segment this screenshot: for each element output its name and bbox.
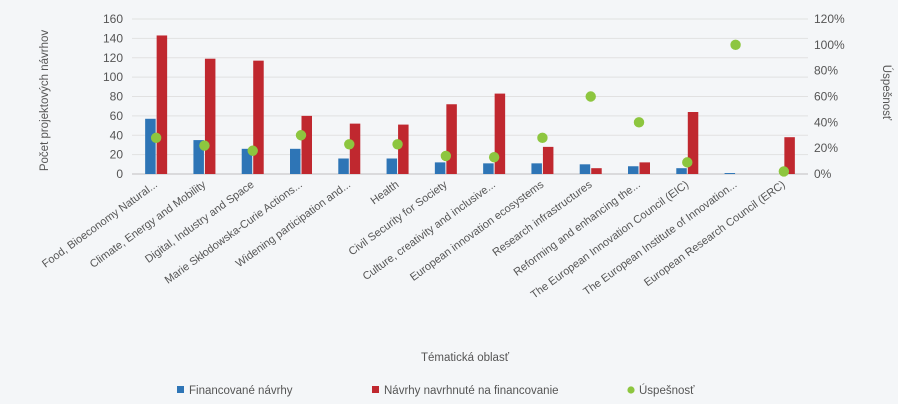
- point-uspesnost: [585, 91, 596, 102]
- bar-financovane: [434, 162, 446, 174]
- bar-navrhnute: [784, 137, 795, 174]
- y-tick-label: 40: [110, 128, 124, 142]
- point-uspesnost: [488, 152, 500, 163]
- bar-navrhnute: [446, 104, 457, 174]
- bar-financovane: [676, 168, 687, 174]
- point-uspesnost: [150, 132, 162, 144]
- bar-navrhnute: [253, 60, 264, 174]
- bar-navrhnute: [542, 146, 554, 174]
- y-tick-label: 60: [110, 109, 124, 123]
- y-tick-label: 100: [103, 70, 123, 84]
- bar-navrhnute: [687, 112, 699, 174]
- y2-tick-label: 60%: [814, 90, 838, 104]
- bar-navrhnute: [204, 58, 216, 174]
- legend-marker-financovane: [177, 386, 184, 393]
- y-tick-label: 140: [103, 31, 123, 45]
- point-uspesnost: [392, 139, 403, 150]
- bar-financovane: [579, 164, 591, 174]
- bar-navrhnute: [591, 168, 602, 174]
- point-uspesnost: [247, 145, 258, 156]
- y-tick-label: 120: [103, 51, 123, 65]
- point-uspesnost: [199, 140, 210, 151]
- legend-label: Úspešnosť: [639, 384, 695, 397]
- bar-financovane: [290, 148, 301, 174]
- bar-financovane: [386, 158, 398, 174]
- bar-navrhnute: [398, 124, 409, 174]
- y-axis-title: Počet projektových návrhov: [39, 30, 51, 172]
- y-tick-label: 80: [110, 90, 124, 104]
- bar-financovane: [145, 118, 156, 174]
- point-uspesnost: [730, 39, 741, 51]
- y2-tick-label: 40%: [814, 115, 838, 129]
- y2-tick-label: 0%: [814, 167, 832, 181]
- bar-financovane: [193, 140, 204, 174]
- x-axis-title: Tématická oblasť: [421, 352, 510, 364]
- bar-financovane: [241, 148, 253, 174]
- y2-tick-label: 100%: [814, 38, 845, 52]
- bar-financovane: [628, 166, 639, 174]
- y2-tick-label: 20%: [814, 141, 838, 155]
- legend-marker-navrhnute: [372, 386, 379, 393]
- y2-tick-label: 120%: [814, 12, 845, 26]
- bar-navrhnute: [301, 115, 312, 174]
- bar-navrhnute: [494, 93, 506, 174]
- y-tick-label: 0: [116, 167, 123, 181]
- point-uspesnost: [633, 117, 645, 128]
- legend-marker-uspesnost: [627, 386, 635, 394]
- y-tick-label: 160: [103, 12, 123, 26]
- y2-axis-title: Úspešnosť: [880, 65, 893, 121]
- bar-navrhnute: [156, 35, 168, 174]
- point-uspesnost: [440, 150, 452, 162]
- x-tick-label: Health: [369, 179, 402, 207]
- point-uspesnost: [682, 157, 693, 168]
- point-uspesnost: [537, 132, 548, 144]
- legend-label: Návrhy navrhnuté na financovanie: [384, 385, 559, 397]
- bar-financovane: [338, 158, 349, 174]
- point-uspesnost: [295, 130, 307, 141]
- bar-navrhnute: [349, 123, 361, 174]
- bar-financovane: [724, 173, 736, 174]
- legend-label: Financované návrhy: [189, 385, 293, 397]
- bar-navrhnute: [639, 162, 650, 174]
- bar-financovane: [531, 163, 542, 174]
- y2-tick-label: 80%: [814, 64, 838, 78]
- y-tick-label: 20: [110, 148, 124, 162]
- point-uspesnost: [344, 139, 355, 150]
- bar-financovane: [483, 163, 494, 174]
- point-uspesnost: [778, 166, 790, 177]
